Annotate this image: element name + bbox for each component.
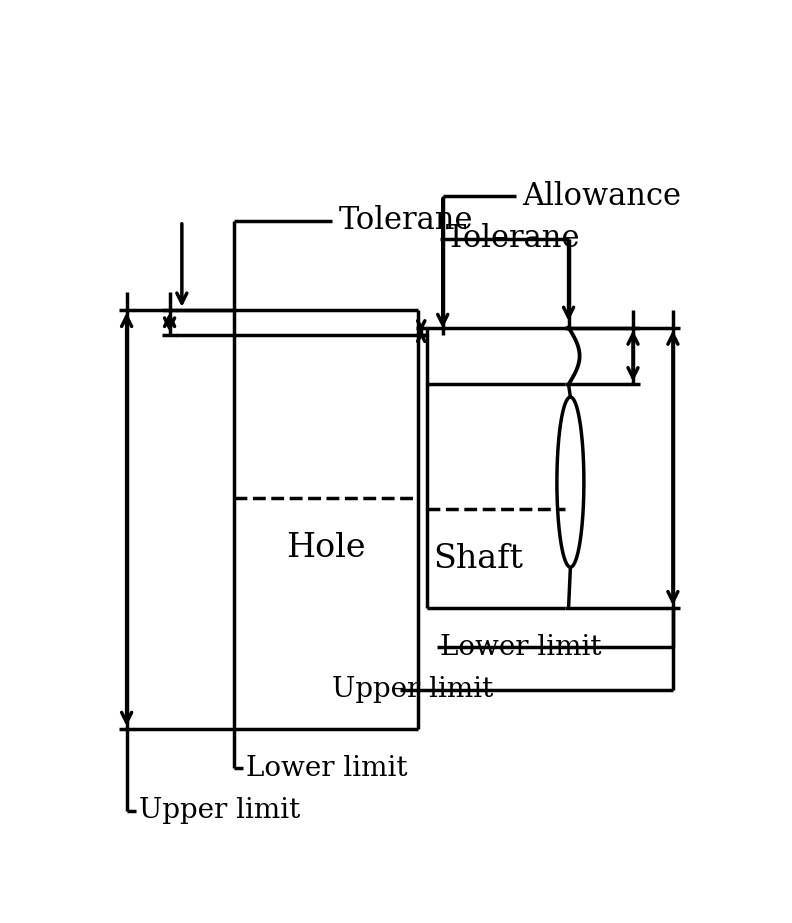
Text: Hole: Hole (286, 532, 366, 564)
Text: Lower limit: Lower limit (246, 755, 408, 782)
Text: Shaft: Shaft (433, 543, 523, 574)
Text: Tolerane: Tolerane (338, 206, 473, 236)
Text: Upper limit: Upper limit (139, 797, 300, 824)
Text: Allowance: Allowance (523, 181, 682, 211)
Text: Upper limit: Upper limit (333, 677, 493, 703)
Text: Tolerane: Tolerane (446, 223, 581, 254)
Text: Lower limit: Lower limit (440, 634, 601, 661)
